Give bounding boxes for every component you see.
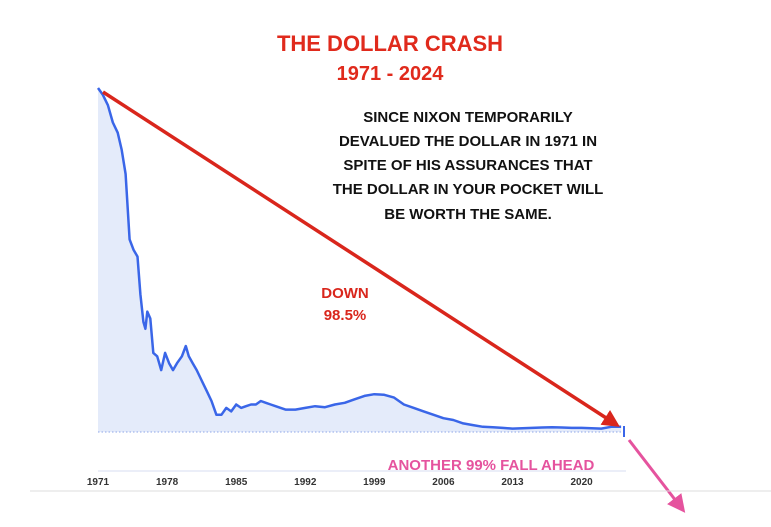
x-tick-label: 2013 <box>501 477 524 488</box>
down-value: 98.5% <box>324 307 367 324</box>
description-annotation: SINCE NIXON TEMPORARILY DEVALUED THE DOL… <box>333 109 604 223</box>
x-tick-label: 1999 <box>363 477 386 488</box>
description-line-4: THE DOLLAR IN YOUR POCKET WILL <box>333 181 604 198</box>
series-line-0 <box>96 87 622 430</box>
chart-subtitle: 1971 - 2024 <box>337 63 445 85</box>
x-tick-label: 1971 <box>87 477 110 488</box>
description-line-5: BE WORTH THE SAME. <box>384 206 552 223</box>
forecast-label: ANOTHER 99% FALL AHEAD <box>388 457 595 474</box>
x-tick-label: 1978 <box>156 477 179 488</box>
x-tick-label: 1985 <box>225 477 248 488</box>
down-trend-arrow <box>102 90 620 427</box>
description-line-2: DEVALUED THE DOLLAR IN 1971 IN <box>339 133 597 150</box>
forecast-arrow <box>627 439 686 513</box>
description-line-3: SPITE OF HIS ASSURANCES THAT <box>343 157 592 174</box>
x-tick-label: 1992 <box>294 477 317 488</box>
x-tick-label: 2006 <box>432 477 455 488</box>
description-line-1: SINCE NIXON TEMPORARILY <box>363 109 572 126</box>
x-tick-label: 2020 <box>570 477 593 488</box>
down-label: DOWN <box>321 285 369 302</box>
series-area-0 <box>98 88 622 432</box>
chart-title: THE DOLLAR CRASH <box>277 31 503 56</box>
